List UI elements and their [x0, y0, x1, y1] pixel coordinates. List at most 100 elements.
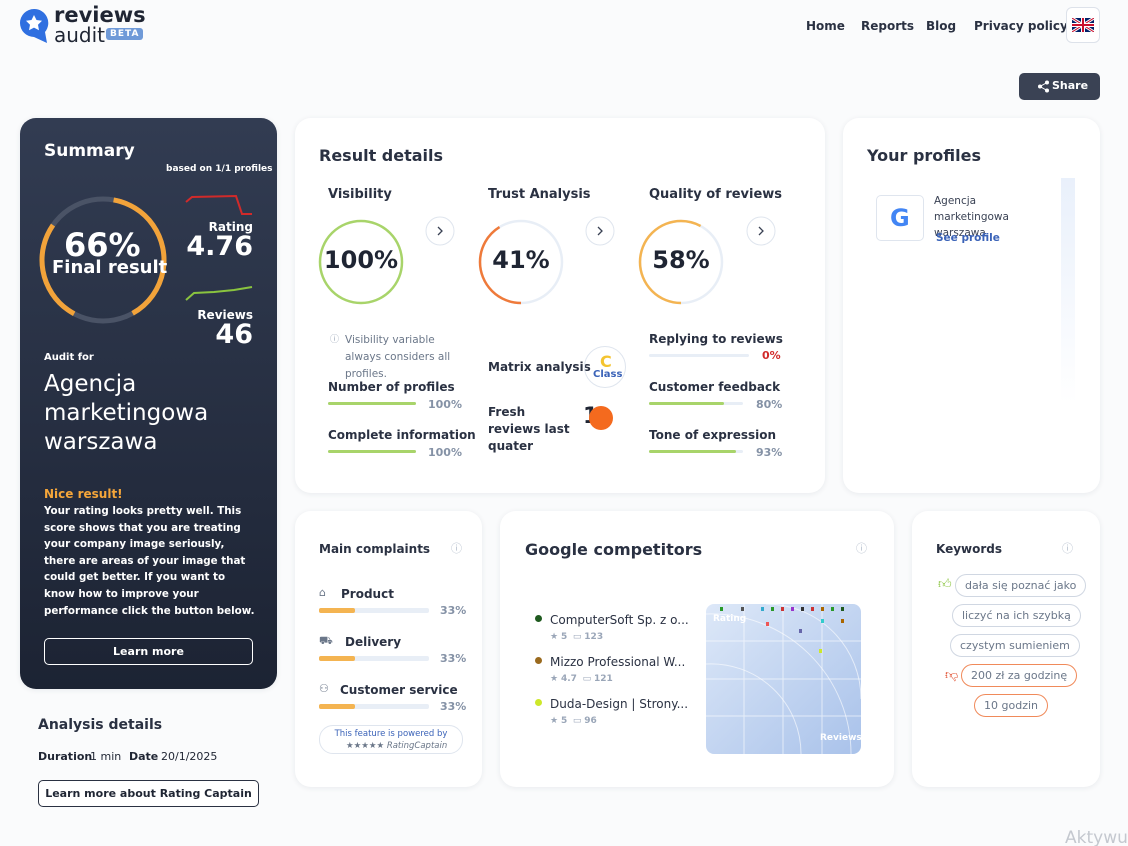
competitor-map	[706, 604, 861, 754]
complaint-value: 33%	[440, 604, 467, 617]
summary-text: Your rating looks pretty well. This scor…	[44, 505, 255, 617]
matrix-label: Matrix analysis	[488, 360, 591, 374]
column-title: Quality of reviews	[649, 187, 783, 202]
audit-for-label: Audit for	[44, 352, 94, 363]
learn-more-button[interactable]: Learn more	[44, 638, 253, 665]
beta-badge: BETA	[106, 28, 144, 40]
column-title: Visibility	[328, 187, 392, 202]
competitor-dot	[535, 657, 542, 664]
result-rings	[318, 216, 776, 305]
profile-name: Agencja marketingowa warszawa	[934, 195, 1009, 239]
date-value: 20/1/2025	[161, 750, 218, 763]
competitor-rating: 4.7	[560, 674, 577, 684]
duration-label: Duration	[38, 750, 93, 763]
share-icon	[1038, 80, 1049, 93]
competitor-name[interactable]: ComputerSoft Sp. z o...	[550, 613, 689, 627]
nav-link[interactable]: Privacy policy	[974, 19, 1068, 33]
complaint-label: Delivery	[345, 635, 402, 649]
column-title: Trust Analysis	[488, 187, 591, 202]
duration-value: 1 min	[90, 750, 122, 763]
keyword: 200 zł za godzinę	[961, 664, 1078, 687]
nav-link[interactable]: Blog	[926, 19, 957, 33]
profile-link[interactable]: See profile	[936, 232, 1000, 244]
score-value: 66%	[64, 226, 141, 264]
nice-result: Nice result!	[44, 487, 123, 501]
complaint-label: Product	[341, 587, 394, 601]
summary-subtitle: based on 1/1 profiles	[166, 164, 273, 174]
complaint-value: 33%	[440, 700, 467, 713]
powered-text: This feature is powered by	[334, 729, 448, 739]
logo-text: audit	[54, 23, 106, 47]
competitor-rating: 5	[560, 632, 568, 642]
item-value: 93%	[756, 446, 783, 459]
complaint-value: 33%	[440, 652, 467, 665]
logo-icon	[20, 8, 49, 43]
ring-value: 58%	[652, 246, 710, 274]
logo-text: reviews	[54, 3, 146, 27]
competitor-reviews: 121	[593, 674, 613, 684]
keyword: 10 godzin	[974, 694, 1048, 717]
language-button[interactable]	[1066, 7, 1100, 43]
item-label: Number of profiles	[328, 380, 455, 394]
score-label: Final result	[52, 257, 168, 278]
complaint-icon: ⛟	[319, 634, 333, 647]
competitor-reviews: 96	[584, 716, 597, 726]
item-value: 80%	[756, 398, 783, 411]
analysis-title: Analysis details	[38, 717, 163, 733]
date-label: Date	[129, 750, 159, 763]
item-value: 100%	[428, 398, 462, 411]
reviews-value: 46	[215, 319, 253, 350]
matrix-class: C	[600, 352, 612, 371]
nav-link[interactable]: Reports	[861, 19, 915, 33]
powered-brand: ★★★★★ RatingCaptain	[346, 741, 448, 751]
reviews-sparkline	[185, 286, 253, 301]
profiles-title: Your profiles	[867, 146, 982, 165]
nav-link[interactable]: Home	[806, 19, 845, 33]
matrix-class-label: Class	[593, 369, 623, 380]
keyword: czystym sumieniem	[950, 634, 1080, 657]
score-ring	[39, 196, 167, 324]
competitors-card: Google competitors ⓘ ComputerSoft Sp. z …	[500, 511, 894, 787]
share-button[interactable]: Share	[1019, 73, 1100, 100]
profiles-card: Your profiles G Agencja marketingowa war…	[843, 118, 1100, 493]
item-label: Complete information	[328, 428, 476, 442]
complaint-icon: ⚇	[319, 682, 329, 695]
info-icon: ⓘ	[856, 542, 867, 555]
rating-sparkline	[185, 194, 252, 215]
fresh-label: Fresh reviews last quater	[488, 405, 570, 453]
fresh-indicator	[589, 406, 613, 430]
competitor-meta: ★ 5 ▭ 96	[550, 716, 597, 726]
result-details-card: Result details Visibility Trust Analysis…	[295, 118, 825, 493]
keywords-card: Keywords ⓘ 👍︎ dała się poznać jako liczy…	[912, 511, 1100, 787]
competitors-title: Google competitors	[525, 540, 703, 559]
google-icon: G	[876, 195, 924, 241]
info-icon: ⓘ	[451, 542, 462, 555]
competitor-rating: 5	[560, 716, 568, 726]
item-value: 100%	[428, 446, 462, 459]
powered-badge[interactable]: This feature is powered by ★★★★★ RatingC…	[319, 725, 463, 754]
competitor-reviews: 123	[584, 632, 604, 642]
info-icon: ⓘ	[1062, 542, 1073, 555]
summary-card: Summary based on 1/1 profiles 66% Final …	[20, 118, 277, 689]
item-value: 0%	[762, 349, 781, 362]
result-title: Result details	[319, 146, 444, 165]
item-label: Tone of expression	[649, 428, 777, 442]
complaint-icon: ⌂	[319, 586, 326, 599]
competitor-meta: ★ 4.7 ▭ 121	[550, 674, 613, 684]
complaints-card: Main complaints ⓘ ⌂ Product 33% ⛟ Delive…	[295, 511, 482, 787]
rating-captain-button[interactable]: Learn more about Rating Captain	[38, 780, 259, 807]
flag	[1072, 18, 1094, 32]
scrollbar[interactable]	[1061, 178, 1075, 404]
thumb-down: 👎︎	[945, 668, 959, 683]
rating-value: 4.76	[186, 231, 253, 262]
competitor-name[interactable]: Mizzo Professional W...	[550, 655, 686, 669]
item-label: Customer feedback	[649, 380, 781, 394]
reviews-label: Reviews	[197, 308, 253, 322]
ring-value: 100%	[323, 246, 399, 274]
keyword: dała się poznać jako	[955, 574, 1087, 597]
competitor-dot	[535, 615, 542, 622]
competitor-dot	[535, 699, 542, 706]
map-x-label: Reviews	[820, 733, 862, 743]
competitor-name[interactable]: Duda-Design | Strony...	[550, 697, 689, 711]
